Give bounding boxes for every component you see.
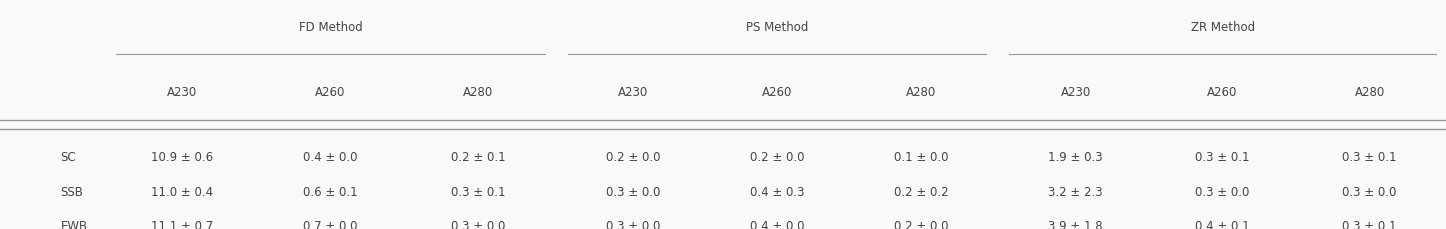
Text: A280: A280 [907, 85, 937, 98]
Text: 0.3 ± 0.0: 0.3 ± 0.0 [606, 219, 661, 229]
Text: 11.0 ± 0.4: 11.0 ± 0.4 [152, 185, 214, 198]
Text: 11.1 ± 0.7: 11.1 ± 0.7 [152, 219, 214, 229]
Text: ZR Method: ZR Method [1190, 21, 1255, 34]
Text: SC: SC [61, 150, 77, 163]
Text: 0.2 ± 0.0: 0.2 ± 0.0 [894, 219, 949, 229]
Text: 0.4 ± 0.0: 0.4 ± 0.0 [750, 219, 804, 229]
Text: 0.3 ± 0.0: 0.3 ± 0.0 [1196, 185, 1249, 198]
Text: 0.3 ± 0.1: 0.3 ± 0.1 [1342, 150, 1397, 163]
Text: 0.1 ± 0.0: 0.1 ± 0.0 [894, 150, 949, 163]
Text: A260: A260 [1207, 85, 1238, 98]
Text: 3.2 ± 2.3: 3.2 ± 2.3 [1048, 185, 1103, 198]
Text: PS Method: PS Method [746, 21, 808, 34]
Text: A260: A260 [315, 85, 346, 98]
Text: 0.2 ± 0.0: 0.2 ± 0.0 [750, 150, 804, 163]
Text: EWB: EWB [61, 219, 88, 229]
Text: 0.2 ± 0.1: 0.2 ± 0.1 [451, 150, 506, 163]
Text: A230: A230 [617, 85, 648, 98]
Text: 0.3 ± 0.0: 0.3 ± 0.0 [606, 185, 661, 198]
Text: 0.3 ± 0.0: 0.3 ± 0.0 [1342, 185, 1397, 198]
Text: 0.7 ± 0.0: 0.7 ± 0.0 [304, 219, 357, 229]
Text: A260: A260 [762, 85, 792, 98]
Text: 0.4 ± 0.3: 0.4 ± 0.3 [750, 185, 804, 198]
Text: 0.4 ± 0.0: 0.4 ± 0.0 [304, 150, 357, 163]
Text: 0.3 ± 0.1: 0.3 ± 0.1 [451, 185, 506, 198]
Text: 1.9 ± 0.3: 1.9 ± 0.3 [1048, 150, 1103, 163]
Text: 0.2 ± 0.0: 0.2 ± 0.0 [606, 150, 661, 163]
Text: 10.9 ± 0.6: 10.9 ± 0.6 [152, 150, 214, 163]
Text: 0.3 ± 0.0: 0.3 ± 0.0 [451, 219, 506, 229]
Text: A230: A230 [168, 85, 198, 98]
Text: A280: A280 [463, 85, 493, 98]
Text: 0.6 ± 0.1: 0.6 ± 0.1 [304, 185, 357, 198]
Text: A230: A230 [1060, 85, 1090, 98]
Text: SSB: SSB [61, 185, 84, 198]
Text: 0.4 ± 0.1: 0.4 ± 0.1 [1196, 219, 1249, 229]
Text: FD Method: FD Method [298, 21, 363, 34]
Text: 0.2 ± 0.2: 0.2 ± 0.2 [894, 185, 949, 198]
Text: 3.9 ± 1.8: 3.9 ± 1.8 [1048, 219, 1103, 229]
Text: 0.3 ± 0.1: 0.3 ± 0.1 [1342, 219, 1397, 229]
Text: 0.3 ± 0.1: 0.3 ± 0.1 [1196, 150, 1249, 163]
Text: A280: A280 [1355, 85, 1385, 98]
